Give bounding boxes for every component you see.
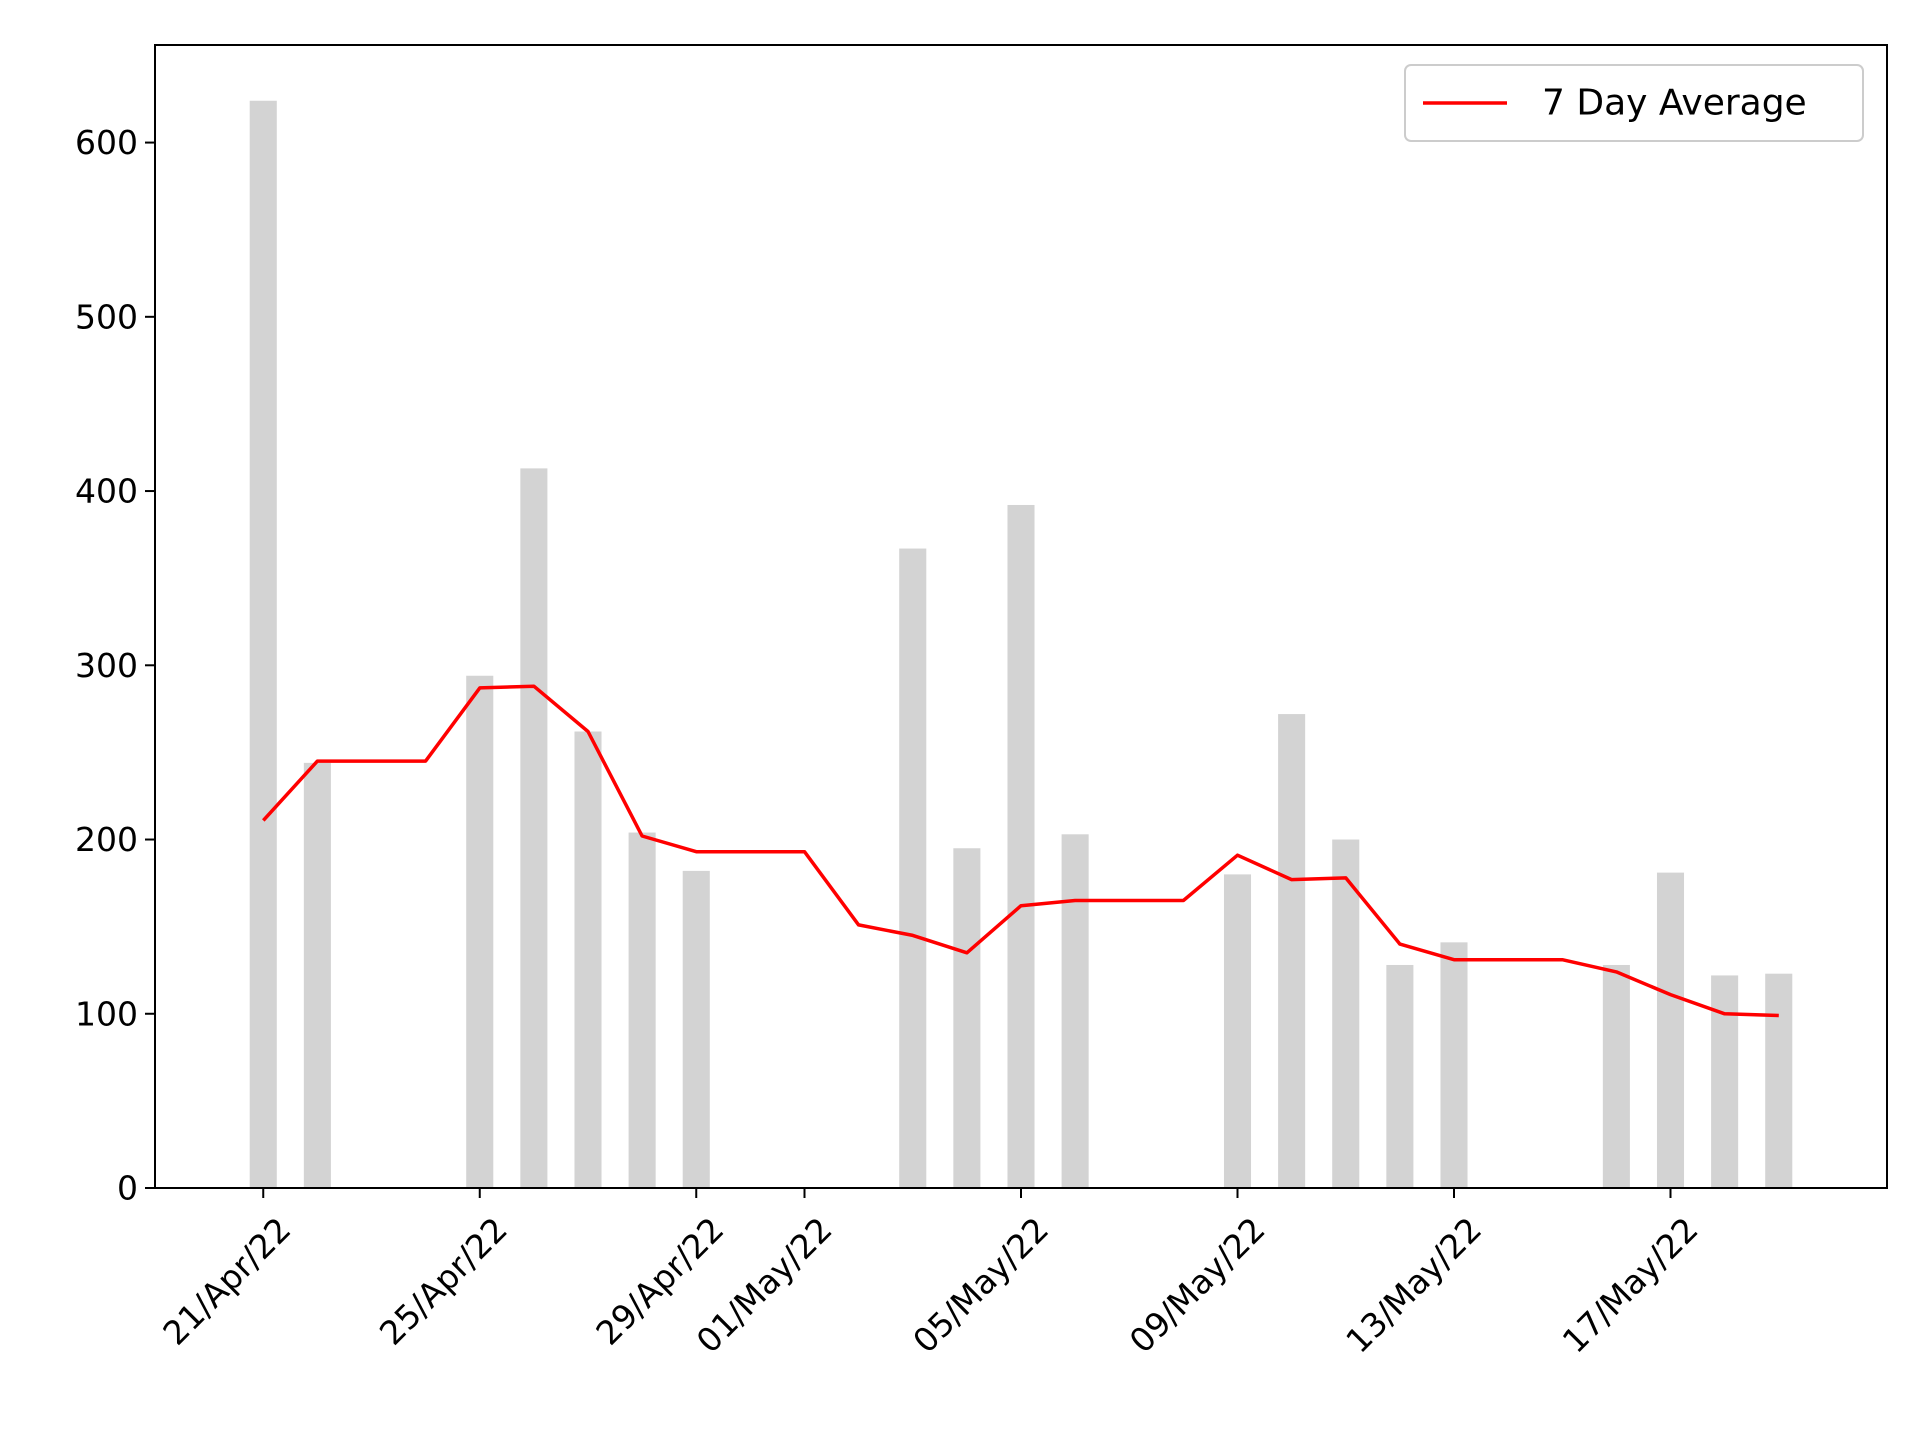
series-line-0 xyxy=(262,684,1779,1018)
bar-2022-05-17 xyxy=(1656,872,1685,1188)
legend-label-0: 7 Day Average xyxy=(1542,83,1807,124)
y-tick-label-1: 100 xyxy=(75,994,138,1033)
bar-2022-04-27 xyxy=(574,731,602,1188)
lines-layer xyxy=(262,684,1779,1018)
bar-2022-04-22 xyxy=(303,762,331,1188)
legend: 7 Day Average xyxy=(1404,64,1864,142)
bar-2022-04-28 xyxy=(628,832,656,1188)
bar-2022-05-19 xyxy=(1765,973,1793,1188)
bar-2022-05-10 xyxy=(1278,714,1306,1188)
y-tick-label-4: 400 xyxy=(75,472,138,511)
bar-2022-05-12 xyxy=(1386,964,1414,1188)
bar-2022-04-29 xyxy=(682,870,710,1188)
bar-2022-05-03 xyxy=(899,548,927,1188)
bar-2022-05-18 xyxy=(1711,975,1739,1188)
bars-layer xyxy=(249,100,1793,1189)
bar-2022-04-26 xyxy=(520,468,548,1189)
y-tick-label-5: 500 xyxy=(75,297,138,336)
y-tick-label-6: 600 xyxy=(75,123,138,162)
bar-2022-04-21 xyxy=(249,100,277,1188)
y-tick-label-3: 300 xyxy=(75,646,138,685)
bar-2022-05-06 xyxy=(1061,834,1089,1188)
legend-box xyxy=(1404,64,1864,142)
y-tick-label-2: 200 xyxy=(75,820,138,859)
bar-2022-05-16 xyxy=(1602,964,1630,1188)
bar-2022-05-11 xyxy=(1332,839,1360,1188)
bar-2022-05-04 xyxy=(953,848,981,1188)
bar-2022-05-13 xyxy=(1440,942,1468,1188)
y-tick-label-0: 0 xyxy=(117,1169,138,1208)
bar-2022-05-05 xyxy=(1007,504,1035,1188)
bar-2022-05-09 xyxy=(1223,874,1252,1188)
y-axis: 0 100 200 300 400 500 600 xyxy=(75,123,155,1208)
bar-2022-04-25 xyxy=(466,675,494,1188)
